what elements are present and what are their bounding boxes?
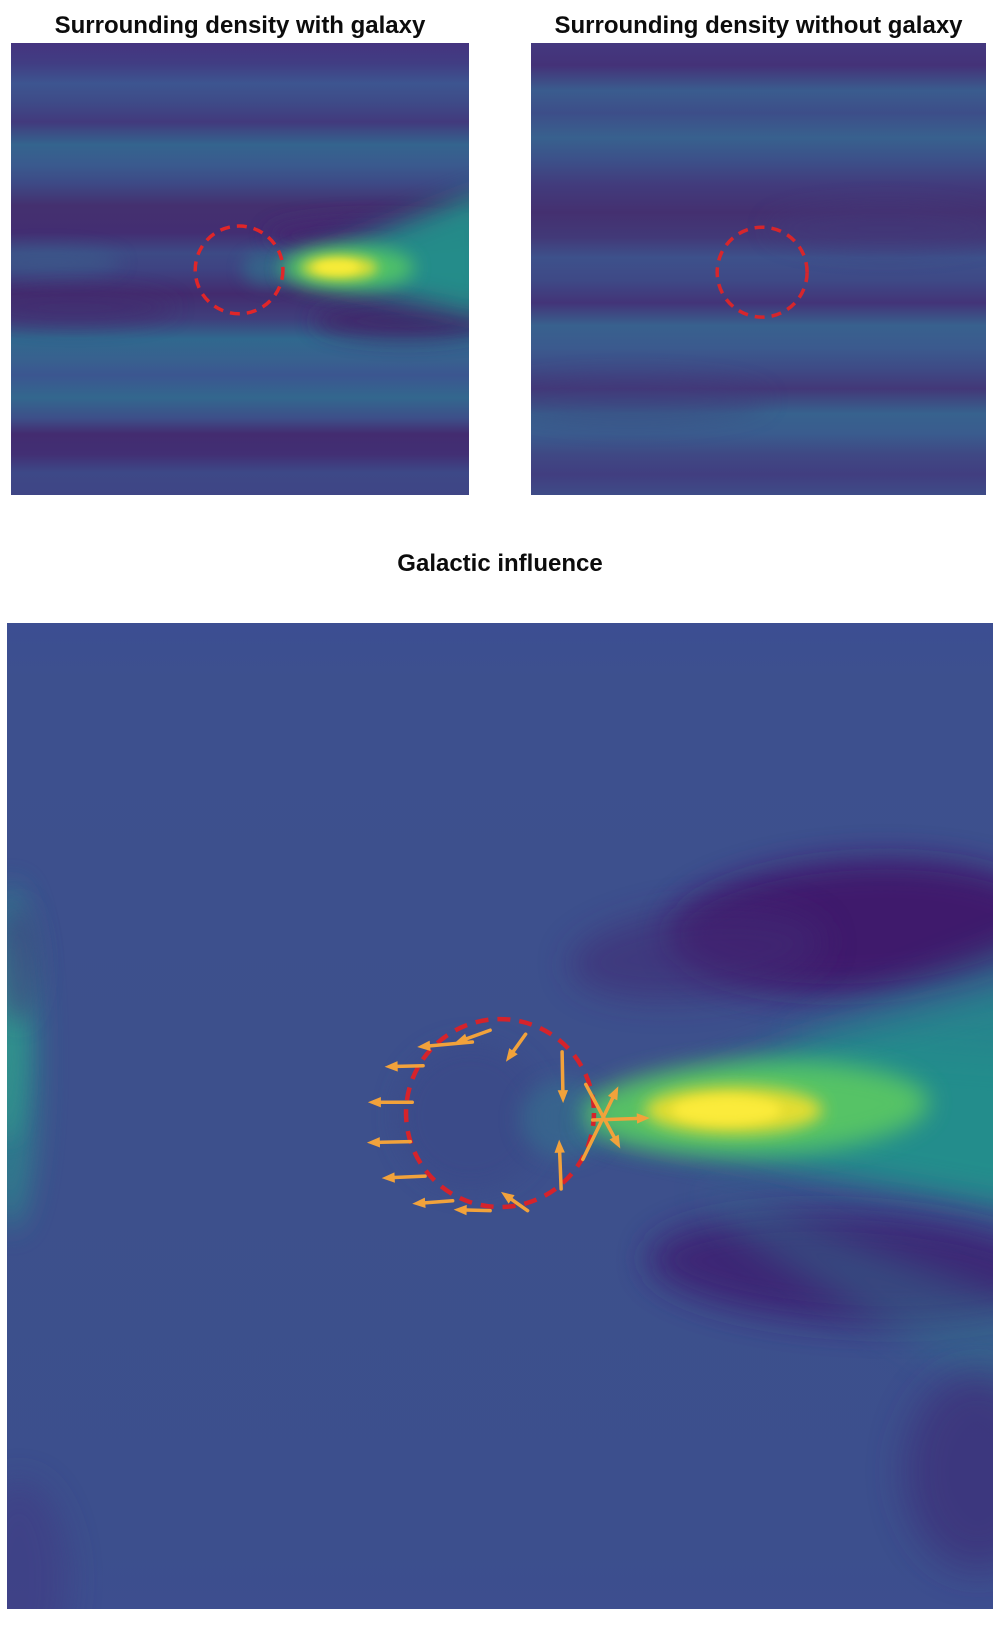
density-feature bbox=[7, 1480, 69, 1609]
influence-arrow bbox=[412, 1197, 455, 1208]
halo-dashed-circle bbox=[715, 225, 809, 319]
influence-arrow bbox=[384, 1061, 425, 1072]
density-feature bbox=[396, 1042, 545, 1190]
influence-heatmap-surface bbox=[7, 623, 993, 1609]
influence-arrow bbox=[381, 1172, 427, 1183]
density-feature bbox=[672, 1096, 782, 1124]
panel-title-galactic-influence: Galactic influence bbox=[397, 550, 603, 577]
influence-arrow bbox=[417, 1040, 475, 1052]
density-feature bbox=[315, 260, 360, 274]
influence-arrow bbox=[453, 1204, 492, 1216]
density-feature bbox=[7, 904, 39, 1023]
density-feature bbox=[519, 1079, 609, 1159]
density-feature bbox=[531, 377, 768, 423]
density-feature bbox=[569, 907, 825, 1000]
influence-arrow bbox=[554, 1139, 565, 1191]
influence-arrow bbox=[581, 1086, 619, 1162]
density-feature bbox=[904, 1372, 993, 1570]
halo-dashed-circle bbox=[403, 1016, 597, 1210]
influence-arrow bbox=[584, 1082, 621, 1149]
influence-arrow bbox=[557, 1050, 569, 1104]
density-feature bbox=[11, 289, 176, 326]
influence-arrow bbox=[366, 1137, 413, 1148]
heatmap-background bbox=[531, 43, 986, 495]
density-feature bbox=[313, 302, 469, 340]
halo-dashed-circle bbox=[193, 224, 285, 316]
heatmap-panel-without-galaxy bbox=[531, 43, 986, 495]
heatmap-panel-galactic-influence bbox=[7, 623, 993, 1609]
panel-title-with-galaxy: Surrounding density with galaxy bbox=[54, 12, 426, 39]
with_galaxy-heatmap-surface bbox=[11, 43, 469, 495]
density-feature bbox=[697, 1185, 993, 1395]
density-feature bbox=[11, 247, 121, 277]
panel-title-without-galaxy: Surrounding density without galaxy bbox=[554, 12, 963, 39]
without_galaxy-heatmap-surface bbox=[531, 43, 986, 495]
influence-arrow bbox=[500, 1191, 530, 1213]
density-feature bbox=[776, 951, 993, 1053]
density-feature bbox=[767, 205, 986, 251]
density-feature bbox=[242, 251, 293, 287]
heatmap-panel-with-galaxy bbox=[11, 43, 469, 495]
influence-arrow bbox=[367, 1096, 414, 1108]
influence-arrow bbox=[505, 1032, 528, 1062]
